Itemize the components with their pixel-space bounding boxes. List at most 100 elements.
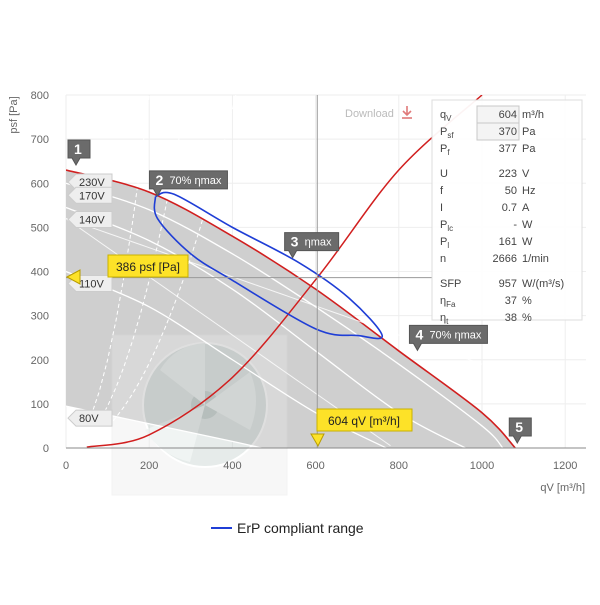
y-tick-label: 300 [31,311,49,323]
chart-legend: ErP compliant range [211,520,364,536]
param-name: Pf [440,143,450,157]
voltage-flag-170V: 170V [67,186,113,204]
callout-number: 4 [415,326,423,342]
param-name: U [440,168,448,180]
callout-point-5[interactable]: 5 [508,417,532,445]
callout-point-2[interactable]: 2 70% ηmax [148,170,228,197]
param-name: Pl [440,236,449,250]
param-name: Psf [440,126,454,140]
download-icon[interactable] [402,106,412,119]
param-unit: W [522,236,533,248]
fan-operating-area [66,170,516,448]
x-tick-label: 200 [140,460,158,472]
callout-number: 2 [155,172,163,188]
param-unit: % [522,312,532,324]
param-row[interactable]: Psf 370 Pa [440,122,536,141]
x-tick-label: 1200 [553,460,577,472]
param-name: ηt [440,312,449,326]
voltage-flag-80V: 80V [67,409,113,427]
y-tick-label: 500 [31,222,49,234]
callout-point-4[interactable]: 4 70% ηmax [408,324,488,352]
voltage-label: 230V [79,177,105,189]
param-value: - [513,219,517,231]
fan-curve-230V [66,169,516,448]
y-tick-label: 200 [31,355,49,367]
param-unit: W [522,219,533,231]
y-tick-label: 400 [31,267,49,279]
param-value: 38 [505,312,517,324]
callout-label: 70% ηmax [429,329,481,341]
param-name: n [440,253,446,265]
callout-label: ηmax [305,237,332,249]
param-row: I 0.7 A [440,202,530,214]
callout-number: 5 [515,419,523,435]
operating-point-crosshair [66,95,432,448]
psf-value-label: 386 psf [Pa] [116,260,180,274]
param-name: Plc [440,219,453,233]
callout-label: 70% ηmax [169,175,221,187]
param-row: SFP 957 W/(m³/s) [440,278,564,290]
voltage-label: 80V [79,413,99,425]
param-value: 37 [505,295,517,307]
param-row: ηt 38% [440,312,532,326]
param-unit: Hz [522,185,535,197]
x-tick-label: 800 [390,460,408,472]
callout-point-3[interactable]: 3 ηmax [284,232,340,259]
erp-legend-label: ErP compliant range [237,520,364,536]
y-axis-title: psf [Pa] [8,96,20,133]
fan-area-fill [66,170,516,448]
param-row: ηFa 37% [440,295,532,309]
voltage-label: 140V [79,215,105,227]
qv-value-label: 604 qV [m³/h] [328,414,400,428]
voltage-label: 170V [79,190,105,202]
param-row: Pf 377 Pa [440,143,536,157]
param-row: U 223 V [440,168,530,180]
param-value: 377 [499,143,517,155]
download-label[interactable]: Download [345,108,394,120]
param-value[interactable]: 370 [499,126,517,138]
param-row: Pl 161 W [440,236,533,250]
y-tick-label: 600 [31,178,49,190]
param-row: n 2666 1/min [440,253,549,265]
fan-curve-170V [66,182,504,448]
y-tick-label: 0 [43,443,49,455]
x-axis-marker-icon[interactable] [310,433,325,448]
param-name: f [440,185,444,197]
y-tick-label: 100 [31,399,49,411]
param-unit: A [522,202,530,214]
erp-range-outline [153,191,383,340]
param-name: SFP [440,278,461,290]
download-button[interactable]: Download [345,106,412,120]
param-unit: Pa [522,126,536,138]
param-input[interactable] [476,122,520,141]
callout-point-1[interactable]: 1 [67,139,91,167]
param-value: 2666 [493,253,517,265]
callout-number: 3 [291,234,299,250]
param-unit: Pa [522,143,536,155]
param-name: qV [440,109,452,123]
x-tick-label: 400 [223,460,241,472]
param-unit: V [522,168,530,180]
y-tick-label: 700 [31,134,49,146]
param-unit: m³/h [522,109,544,121]
param-unit: % [522,295,532,307]
voltage-flag-140V: 140V [67,211,113,229]
psf-value-box [107,254,189,278]
param-value: 0.7 [502,202,517,214]
param-value[interactable]: 604 [499,109,517,121]
system-curve [86,95,483,448]
param-row[interactable]: qV 604 m³/h [440,105,544,124]
param-row: Plc - W [440,219,533,233]
param-name: ηFa [440,295,456,309]
x-tick-label: 1000 [470,460,494,472]
qv-value-box [316,408,413,432]
chart-axes: 0 200 400 600 800 1000 1200 0 100 200 300 400 500 600… [8,90,586,494]
param-row: f 50 Hz [440,185,535,197]
operating-point-labels: 386 psf [Pa] 604 qV [m³/h] [65,254,413,448]
param-value: 957 [499,278,517,290]
fan-watermark-logo [111,334,288,496]
y-axis-marker-icon[interactable] [65,269,81,285]
param-unit: W/(m³/s) [522,278,564,290]
